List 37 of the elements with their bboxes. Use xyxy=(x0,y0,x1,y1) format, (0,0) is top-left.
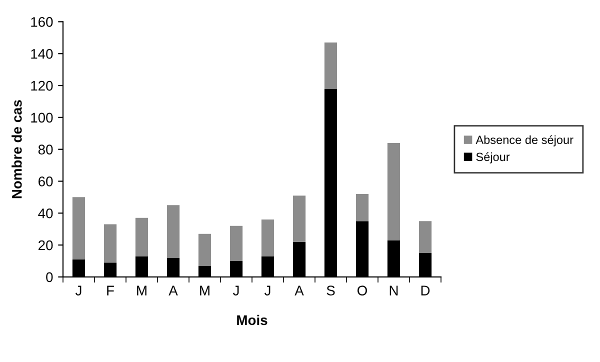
x-tick-label: J xyxy=(75,286,82,296)
y-tick-label: 80 xyxy=(38,144,53,154)
legend-label: Séjour xyxy=(476,152,510,164)
y-tick-label: 140 xyxy=(31,48,53,59)
x-tick-label: F xyxy=(107,286,114,296)
bar xyxy=(356,194,369,222)
y-tick-label: 160 xyxy=(31,17,53,27)
y-tick-label: 20 xyxy=(38,240,53,250)
bar xyxy=(261,220,274,256)
bar xyxy=(418,221,432,254)
y-tick-label: 100 xyxy=(31,112,53,123)
bar xyxy=(135,218,148,256)
y-tick-label: 40 xyxy=(38,208,53,218)
x-axis-title: Mois xyxy=(237,314,268,326)
x-tick-label: J xyxy=(264,286,270,296)
bar xyxy=(324,42,338,89)
bar xyxy=(166,205,180,258)
bar xyxy=(230,226,243,261)
bar xyxy=(104,224,117,263)
x-tick-label: M xyxy=(137,286,146,296)
x-tick-label: D xyxy=(421,286,430,296)
x-tick-label: N xyxy=(390,286,398,296)
x-tick-label: A xyxy=(168,286,178,296)
x-tick-label: A xyxy=(294,286,304,296)
y-axis-title: Nombre de cas xyxy=(12,100,22,198)
x-tick-label: O xyxy=(358,286,367,296)
y-tick-label: 60 xyxy=(38,176,53,186)
y-tick-label: 0 xyxy=(46,272,53,282)
y-tick-label: 120 xyxy=(31,80,53,91)
x-tick-label: M xyxy=(200,286,210,296)
x-tick-label: S xyxy=(326,286,335,296)
x-tick-label: J xyxy=(232,286,239,296)
bar xyxy=(387,142,400,240)
bar xyxy=(72,197,86,260)
bar xyxy=(292,196,306,242)
legend-label: Absence de séjour xyxy=(476,135,574,146)
bar xyxy=(198,234,212,266)
